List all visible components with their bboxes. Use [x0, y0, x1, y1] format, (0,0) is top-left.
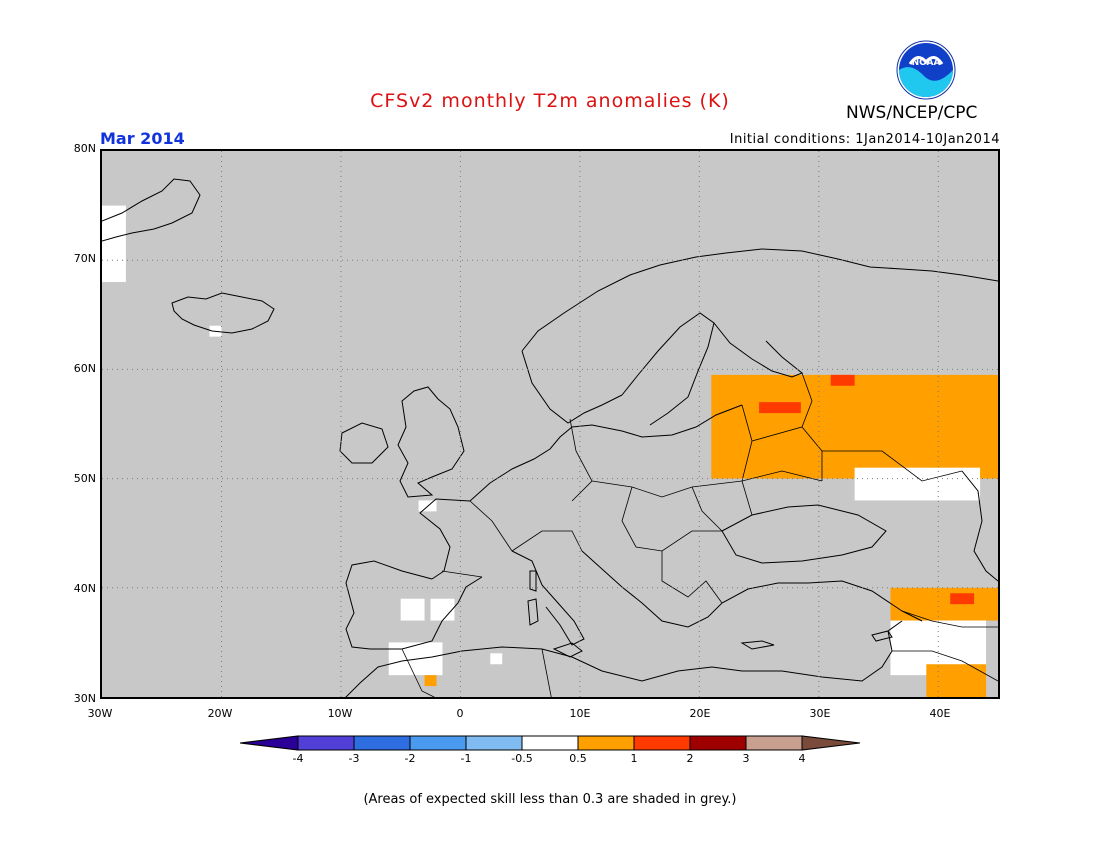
noaa-logo-text: NOAA [912, 58, 941, 68]
colorbar-high-arrow [801, 735, 860, 751]
colorbar-tick-label: 1 [630, 752, 638, 765]
colorbar-segment [409, 735, 467, 751]
colorbar-tick-label: 0.5 [569, 752, 587, 765]
anomaly-region-caucasus-warm-core [950, 593, 975, 605]
anomaly-region-morocco-warm [424, 675, 437, 687]
colorbar-segment [297, 735, 355, 751]
colorbar-tick-label: -3 [348, 752, 360, 765]
corsica-coast [529, 570, 537, 592]
colorbar-segment [353, 735, 411, 751]
colorbar-segment [633, 735, 691, 751]
border-segment [569, 418, 593, 502]
cyprus-coast [871, 630, 893, 642]
lat-tick-label: 30N [73, 692, 96, 705]
colorbar-tick-label: 4 [798, 752, 806, 765]
lon-tick-label: 30E [809, 707, 831, 720]
north-africa-coast [345, 646, 893, 697]
colorbar-tick-label: -1 [460, 752, 472, 765]
crete-coast [740, 640, 775, 650]
border-segment [751, 426, 823, 481]
balkans-coast [581, 550, 923, 628]
border-segment [441, 570, 483, 578]
border-segment [901, 610, 998, 628]
border-segment [801, 372, 813, 428]
border-segment [511, 530, 583, 552]
lon-tick-label: 0 [456, 707, 464, 720]
border-segment [469, 500, 513, 552]
country-borders [401, 372, 998, 697]
colorbar-segment [521, 735, 579, 751]
anomaly-region-iberia-neutral-1 [400, 598, 425, 621]
noaa-logo: NOAA [896, 40, 956, 100]
caspian-coast [961, 470, 998, 582]
iberia-coast [345, 560, 483, 650]
finland-coast [713, 322, 803, 378]
border-segment [691, 486, 723, 532]
colorbar-low-arrow [240, 735, 299, 751]
agency-label: NWS/NCEP/CPC [846, 103, 978, 123]
colorbar-segment [745, 735, 803, 751]
anomaly-region-mesopotamia-warm [926, 664, 987, 697]
colorbar [240, 735, 860, 751]
lon-tick-label: 10W [327, 707, 353, 720]
ireland-coast [339, 422, 389, 464]
lat-tick-label: 40N [73, 582, 96, 595]
coastlines [102, 178, 998, 697]
anomaly-region-russia-warm-core-1 [830, 374, 855, 386]
anomaly-region-western-russia [711, 374, 998, 479]
black-sea-coast [721, 504, 887, 564]
border-segment [822, 450, 963, 482]
initial-conditions: Initial conditions: 1Jan2014-10Jan2014 [729, 132, 1000, 147]
lat-tick-label: 50N [73, 472, 96, 485]
anomaly-region-volga-neutral [854, 467, 981, 501]
border-segment [541, 648, 552, 697]
anomaly-region-greenland-neutral [102, 205, 126, 283]
colorbar-segment [577, 735, 635, 751]
anomaly-region-iberia-neutral-2 [430, 598, 455, 621]
iceland-coast [171, 292, 275, 334]
skill-footnote: (Areas of expected skill less than 0.3 a… [363, 792, 737, 807]
map-canvas [102, 151, 998, 697]
lat-tick-label: 60N [73, 362, 96, 375]
greenland-coast [102, 178, 201, 242]
lon-tick-label: 30W [87, 707, 113, 720]
sardinia-coast [527, 598, 539, 626]
norway-south-coast [521, 350, 623, 424]
colorbar-segment [689, 735, 747, 751]
continent-west-coast [469, 404, 743, 502]
lon-tick-label: 40E [929, 707, 951, 720]
scandinavia-coast [521, 248, 998, 352]
chart-title: CFSv2 monthly T2m anomalies (K) [370, 90, 730, 112]
colorbar-tick-label: -0.5 [511, 752, 533, 765]
colorbar-tick-label: -2 [404, 752, 416, 765]
lat-tick-label: 70N [73, 252, 96, 265]
forecast-month: Mar 2014 [100, 129, 185, 148]
lat-tick-label: 80N [73, 142, 96, 155]
italy-coast [511, 550, 585, 646]
border-segment [661, 551, 723, 604]
border-segment [741, 480, 753, 516]
colorbar-tick-label: 2 [686, 752, 694, 765]
lon-tick-label: 20E [689, 707, 711, 720]
border-segment [621, 486, 722, 552]
uk-coast [397, 386, 465, 498]
sicily-coast [552, 642, 583, 658]
colorbar-segment [465, 735, 523, 751]
border-segment [401, 648, 435, 697]
anomaly-region-east-turkey-warm [890, 587, 998, 621]
anomaly-region-algeria-neutral [490, 653, 503, 665]
anomaly-map [100, 149, 1000, 699]
lon-tick-label: 10E [569, 707, 591, 720]
colorbar-tick-label: -4 [292, 752, 304, 765]
colorbar-tick-label: 3 [742, 752, 750, 765]
border-segment [892, 650, 998, 682]
anomaly-region-baltic-warm-core [759, 402, 801, 414]
lon-tick-label: 20W [207, 707, 233, 720]
